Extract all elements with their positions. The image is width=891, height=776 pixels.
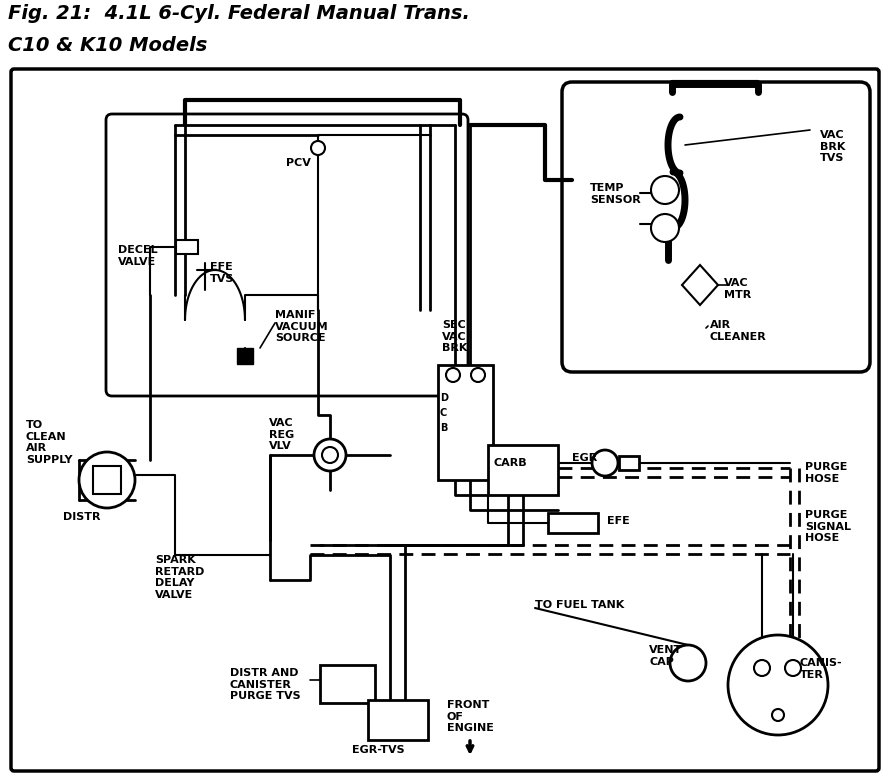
Circle shape — [322, 447, 338, 463]
Text: C: C — [440, 408, 447, 418]
Bar — [320, 665, 375, 703]
Text: PURGE
SIGNAL
HOSE: PURGE SIGNAL HOSE — [805, 510, 851, 543]
Text: EFE
TVS: EFE TVS — [210, 262, 234, 283]
Text: SPARK
RETARD
DELAY
VALVE: SPARK RETARD DELAY VALVE — [155, 555, 204, 600]
Text: B: B — [440, 423, 447, 433]
Bar — [110, 483, 119, 492]
Circle shape — [592, 450, 618, 476]
Text: C10 & K10 Models: C10 & K10 Models — [8, 36, 208, 55]
Bar — [97, 470, 106, 479]
Text: D: D — [440, 393, 448, 403]
Bar — [237, 348, 253, 364]
Text: TO
CLEAN
AIR
SUPPLY: TO CLEAN AIR SUPPLY — [26, 420, 72, 465]
Text: DISTR: DISTR — [63, 512, 101, 522]
Text: SEC
VAC
BRK: SEC VAC BRK — [442, 320, 468, 353]
Circle shape — [687, 272, 713, 298]
Circle shape — [311, 141, 325, 155]
Text: FRONT
OF
ENGINE: FRONT OF ENGINE — [446, 700, 494, 733]
Circle shape — [314, 439, 346, 471]
Text: VENT
CAP: VENT CAP — [650, 645, 683, 667]
Circle shape — [670, 645, 706, 681]
Text: EFE: EFE — [607, 516, 630, 526]
Bar — [176, 240, 198, 254]
Circle shape — [728, 635, 828, 735]
Bar — [110, 470, 119, 479]
Circle shape — [754, 660, 770, 676]
Circle shape — [79, 452, 135, 508]
Bar — [619, 456, 639, 470]
Circle shape — [651, 176, 679, 204]
Text: TO FUEL TANK: TO FUEL TANK — [535, 600, 625, 610]
Text: EGR-TVS: EGR-TVS — [352, 745, 405, 755]
Bar — [93, 466, 121, 494]
Circle shape — [772, 709, 784, 721]
Text: MANIF
VACUUM
SOURCE: MANIF VACUUM SOURCE — [275, 310, 329, 343]
Bar — [438, 365, 493, 480]
Circle shape — [446, 368, 460, 382]
Text: DISTR AND
CANISTER
PURGE TVS: DISTR AND CANISTER PURGE TVS — [230, 668, 300, 702]
Text: TEMP
SENSOR: TEMP SENSOR — [590, 183, 641, 205]
Circle shape — [785, 660, 801, 676]
Text: CARB: CARB — [493, 458, 527, 468]
Text: VAC
MTR: VAC MTR — [724, 278, 751, 300]
Text: EGR: EGR — [572, 453, 597, 463]
Text: VAC
BRK
TVS: VAC BRK TVS — [820, 130, 846, 163]
FancyBboxPatch shape — [562, 82, 870, 372]
Bar — [368, 700, 428, 740]
Polygon shape — [682, 265, 718, 305]
Bar — [548, 513, 598, 533]
Text: DECEL
VALVE: DECEL VALVE — [118, 245, 158, 267]
Text: PURGE
HOSE: PURGE HOSE — [805, 462, 847, 483]
Text: CANIS-
TER: CANIS- TER — [800, 658, 843, 680]
Circle shape — [471, 368, 485, 382]
Text: Fig. 21:  4.1L 6-Cyl. Federal Manual Trans.: Fig. 21: 4.1L 6-Cyl. Federal Manual Tran… — [8, 4, 470, 23]
FancyBboxPatch shape — [11, 69, 879, 771]
Circle shape — [651, 214, 679, 242]
Bar — [488, 445, 558, 495]
Bar — [97, 483, 106, 492]
Text: PCV: PCV — [285, 158, 310, 168]
FancyBboxPatch shape — [106, 114, 468, 396]
Text: VAC
REG
VLV: VAC REG VLV — [269, 418, 295, 451]
Text: AIR
CLEANER: AIR CLEANER — [710, 320, 767, 341]
